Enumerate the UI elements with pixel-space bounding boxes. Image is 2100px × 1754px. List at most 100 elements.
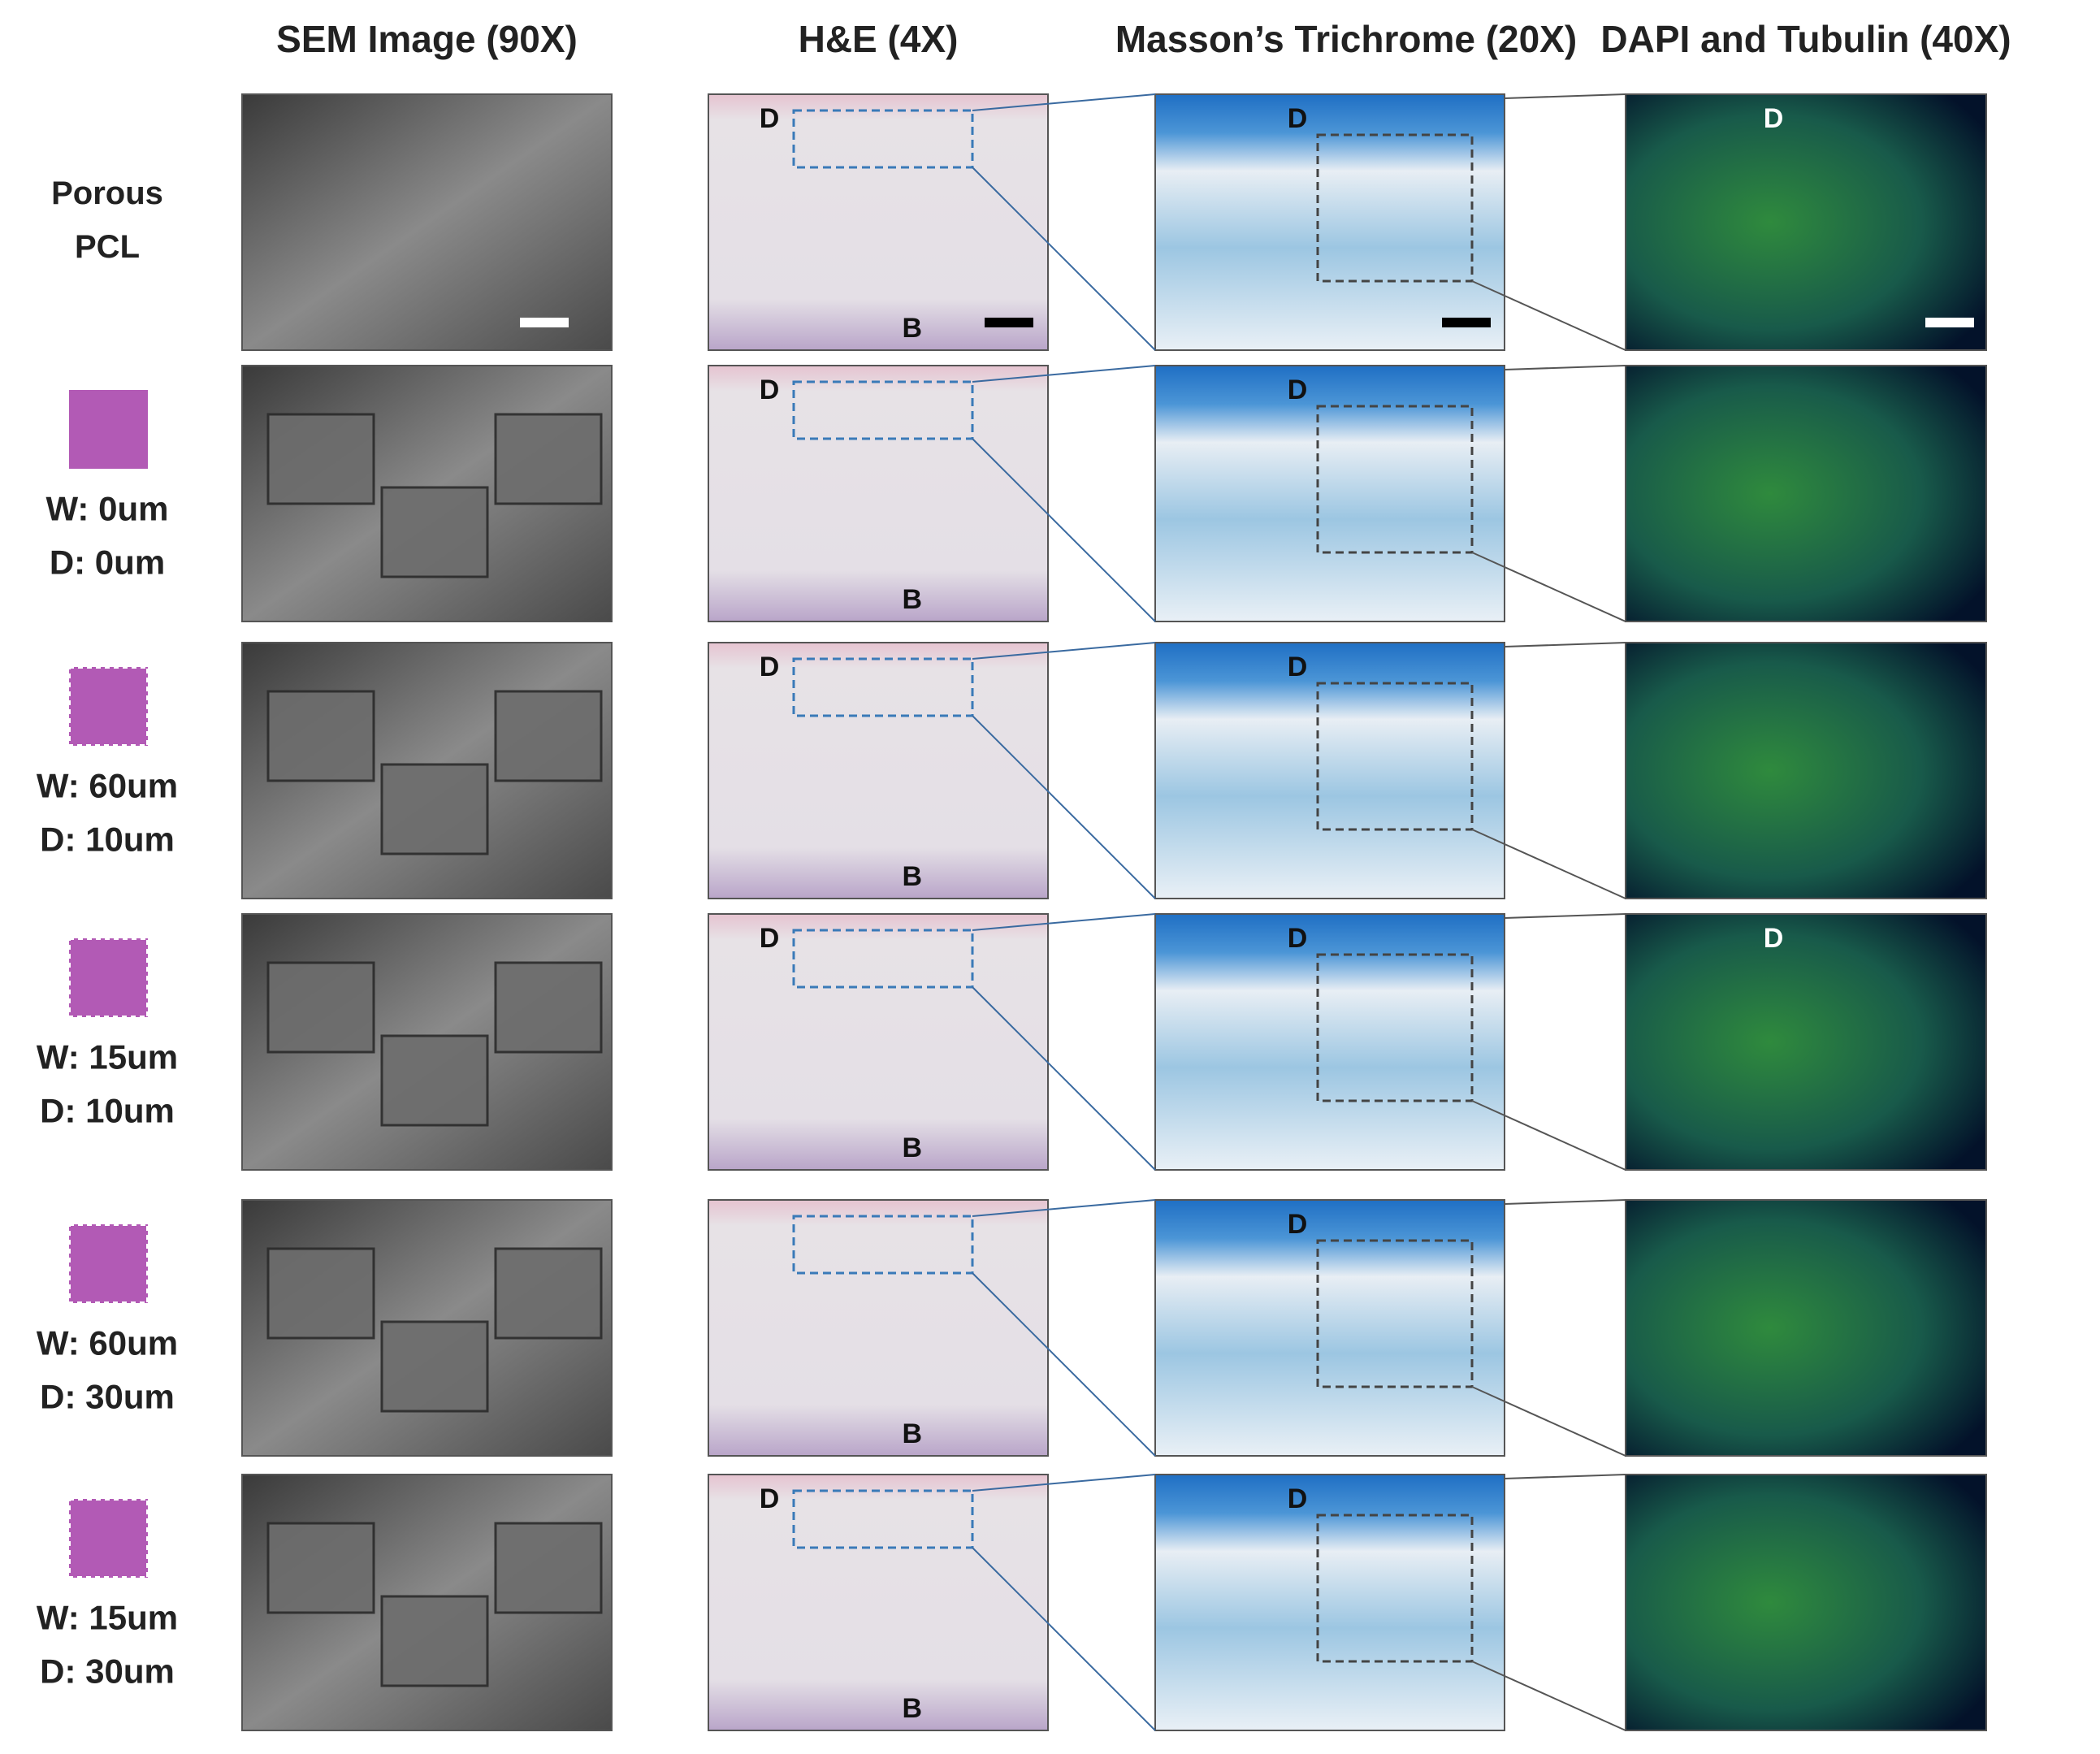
region-label: B	[903, 1133, 923, 1163]
zoom-box	[1316, 682, 1474, 831]
region-label: D	[1288, 1209, 1308, 1240]
pattern-icon	[67, 665, 149, 747]
he-image	[708, 1199, 1049, 1457]
region-label: D	[1764, 103, 1784, 134]
trichrome-image	[1154, 93, 1505, 351]
connector	[1504, 93, 1626, 99]
connector	[972, 438, 1156, 622]
sem-block	[380, 486, 489, 578]
dapi-image	[1625, 913, 1987, 1171]
connector	[1504, 365, 1626, 370]
connector	[972, 913, 1156, 931]
zoom-box	[792, 929, 974, 989]
region-label: D	[1288, 375, 1308, 405]
scale-bar	[1925, 318, 1974, 327]
connector	[972, 365, 1156, 383]
row-label: D: 30um	[40, 1652, 175, 1691]
pattern-icon	[67, 1223, 149, 1305]
scale-bar	[520, 318, 569, 327]
region-label: B	[903, 584, 923, 615]
sem-block	[266, 1522, 375, 1614]
sem-block	[494, 1522, 603, 1614]
scale-bar	[1442, 318, 1491, 327]
connector	[1471, 280, 1626, 351]
connector	[972, 715, 1156, 899]
row-label: Porous	[51, 175, 163, 211]
row-label: D: 0um	[50, 544, 165, 582]
row-label: D: 30um	[40, 1378, 175, 1416]
he-image	[708, 365, 1049, 622]
sem-image	[241, 93, 613, 351]
sem-block	[494, 1247, 603, 1340]
pattern-icon	[67, 1497, 149, 1579]
region-label: B	[903, 1418, 923, 1449]
column-header: H&E (4X)	[799, 18, 959, 60]
region-label: D	[760, 923, 780, 954]
sem-block	[494, 413, 603, 505]
dapi-image	[1625, 642, 1987, 899]
connector	[972, 1272, 1156, 1457]
connector	[972, 642, 1156, 660]
region-label: D	[1764, 923, 1784, 954]
connector	[972, 1474, 1156, 1492]
region-label: B	[903, 861, 923, 892]
region-label: D	[1288, 923, 1308, 954]
region-label: B	[903, 313, 923, 344]
sem-block	[266, 961, 375, 1054]
he-image	[708, 93, 1049, 351]
sem-block	[494, 690, 603, 782]
he-image	[708, 642, 1049, 899]
sem-block	[380, 1595, 489, 1687]
sem-block	[380, 763, 489, 855]
connector	[972, 167, 1156, 351]
sem-block	[266, 690, 375, 782]
zoom-box	[1316, 405, 1474, 554]
column-header: SEM Image (90X)	[276, 18, 578, 60]
row-label: W: 60um	[37, 767, 178, 805]
connector	[1504, 1199, 1626, 1205]
connector	[972, 1547, 1156, 1731]
zoom-box	[792, 109, 974, 169]
region-label: D	[760, 1483, 780, 1514]
connector	[972, 93, 1156, 111]
zoom-box	[1316, 133, 1474, 283]
dapi-image	[1625, 1474, 1987, 1731]
dapi-image	[1625, 1199, 1987, 1457]
row-label: PCL	[75, 229, 140, 265]
region-label: D	[1288, 1483, 1308, 1514]
connector	[1504, 913, 1626, 919]
row-label: W: 0um	[46, 490, 169, 528]
pattern-icon	[69, 390, 148, 469]
zoom-box	[792, 657, 974, 717]
sem-block	[380, 1320, 489, 1413]
sem-block	[494, 961, 603, 1054]
row-label: D: 10um	[40, 1092, 175, 1130]
region-label: D	[1288, 103, 1308, 134]
dapi-image	[1625, 93, 1987, 351]
zoom-box	[792, 380, 974, 440]
connector	[1504, 1474, 1626, 1479]
trichrome-image	[1154, 913, 1505, 1171]
sem-block	[266, 413, 375, 505]
connector	[1471, 552, 1626, 622]
column-header: Masson’s Trichrome (20X)	[1115, 18, 1577, 60]
pattern-icon	[67, 937, 149, 1019]
connector	[1471, 1661, 1626, 1731]
connector	[1504, 642, 1626, 647]
zoom-box	[792, 1215, 974, 1275]
sem-block	[266, 1247, 375, 1340]
column-header: DAPI and Tubulin (40X)	[1600, 18, 2011, 60]
connector	[972, 986, 1156, 1171]
row-label: D: 10um	[40, 821, 175, 859]
region-label: D	[760, 103, 780, 134]
zoom-box	[792, 1489, 974, 1549]
scale-bar	[985, 318, 1033, 327]
region-label: D	[760, 652, 780, 682]
trichrome-image	[1154, 1199, 1505, 1457]
he-image	[708, 1474, 1049, 1731]
sem-block	[380, 1034, 489, 1127]
connector	[972, 1199, 1156, 1217]
region-label: D	[760, 375, 780, 405]
